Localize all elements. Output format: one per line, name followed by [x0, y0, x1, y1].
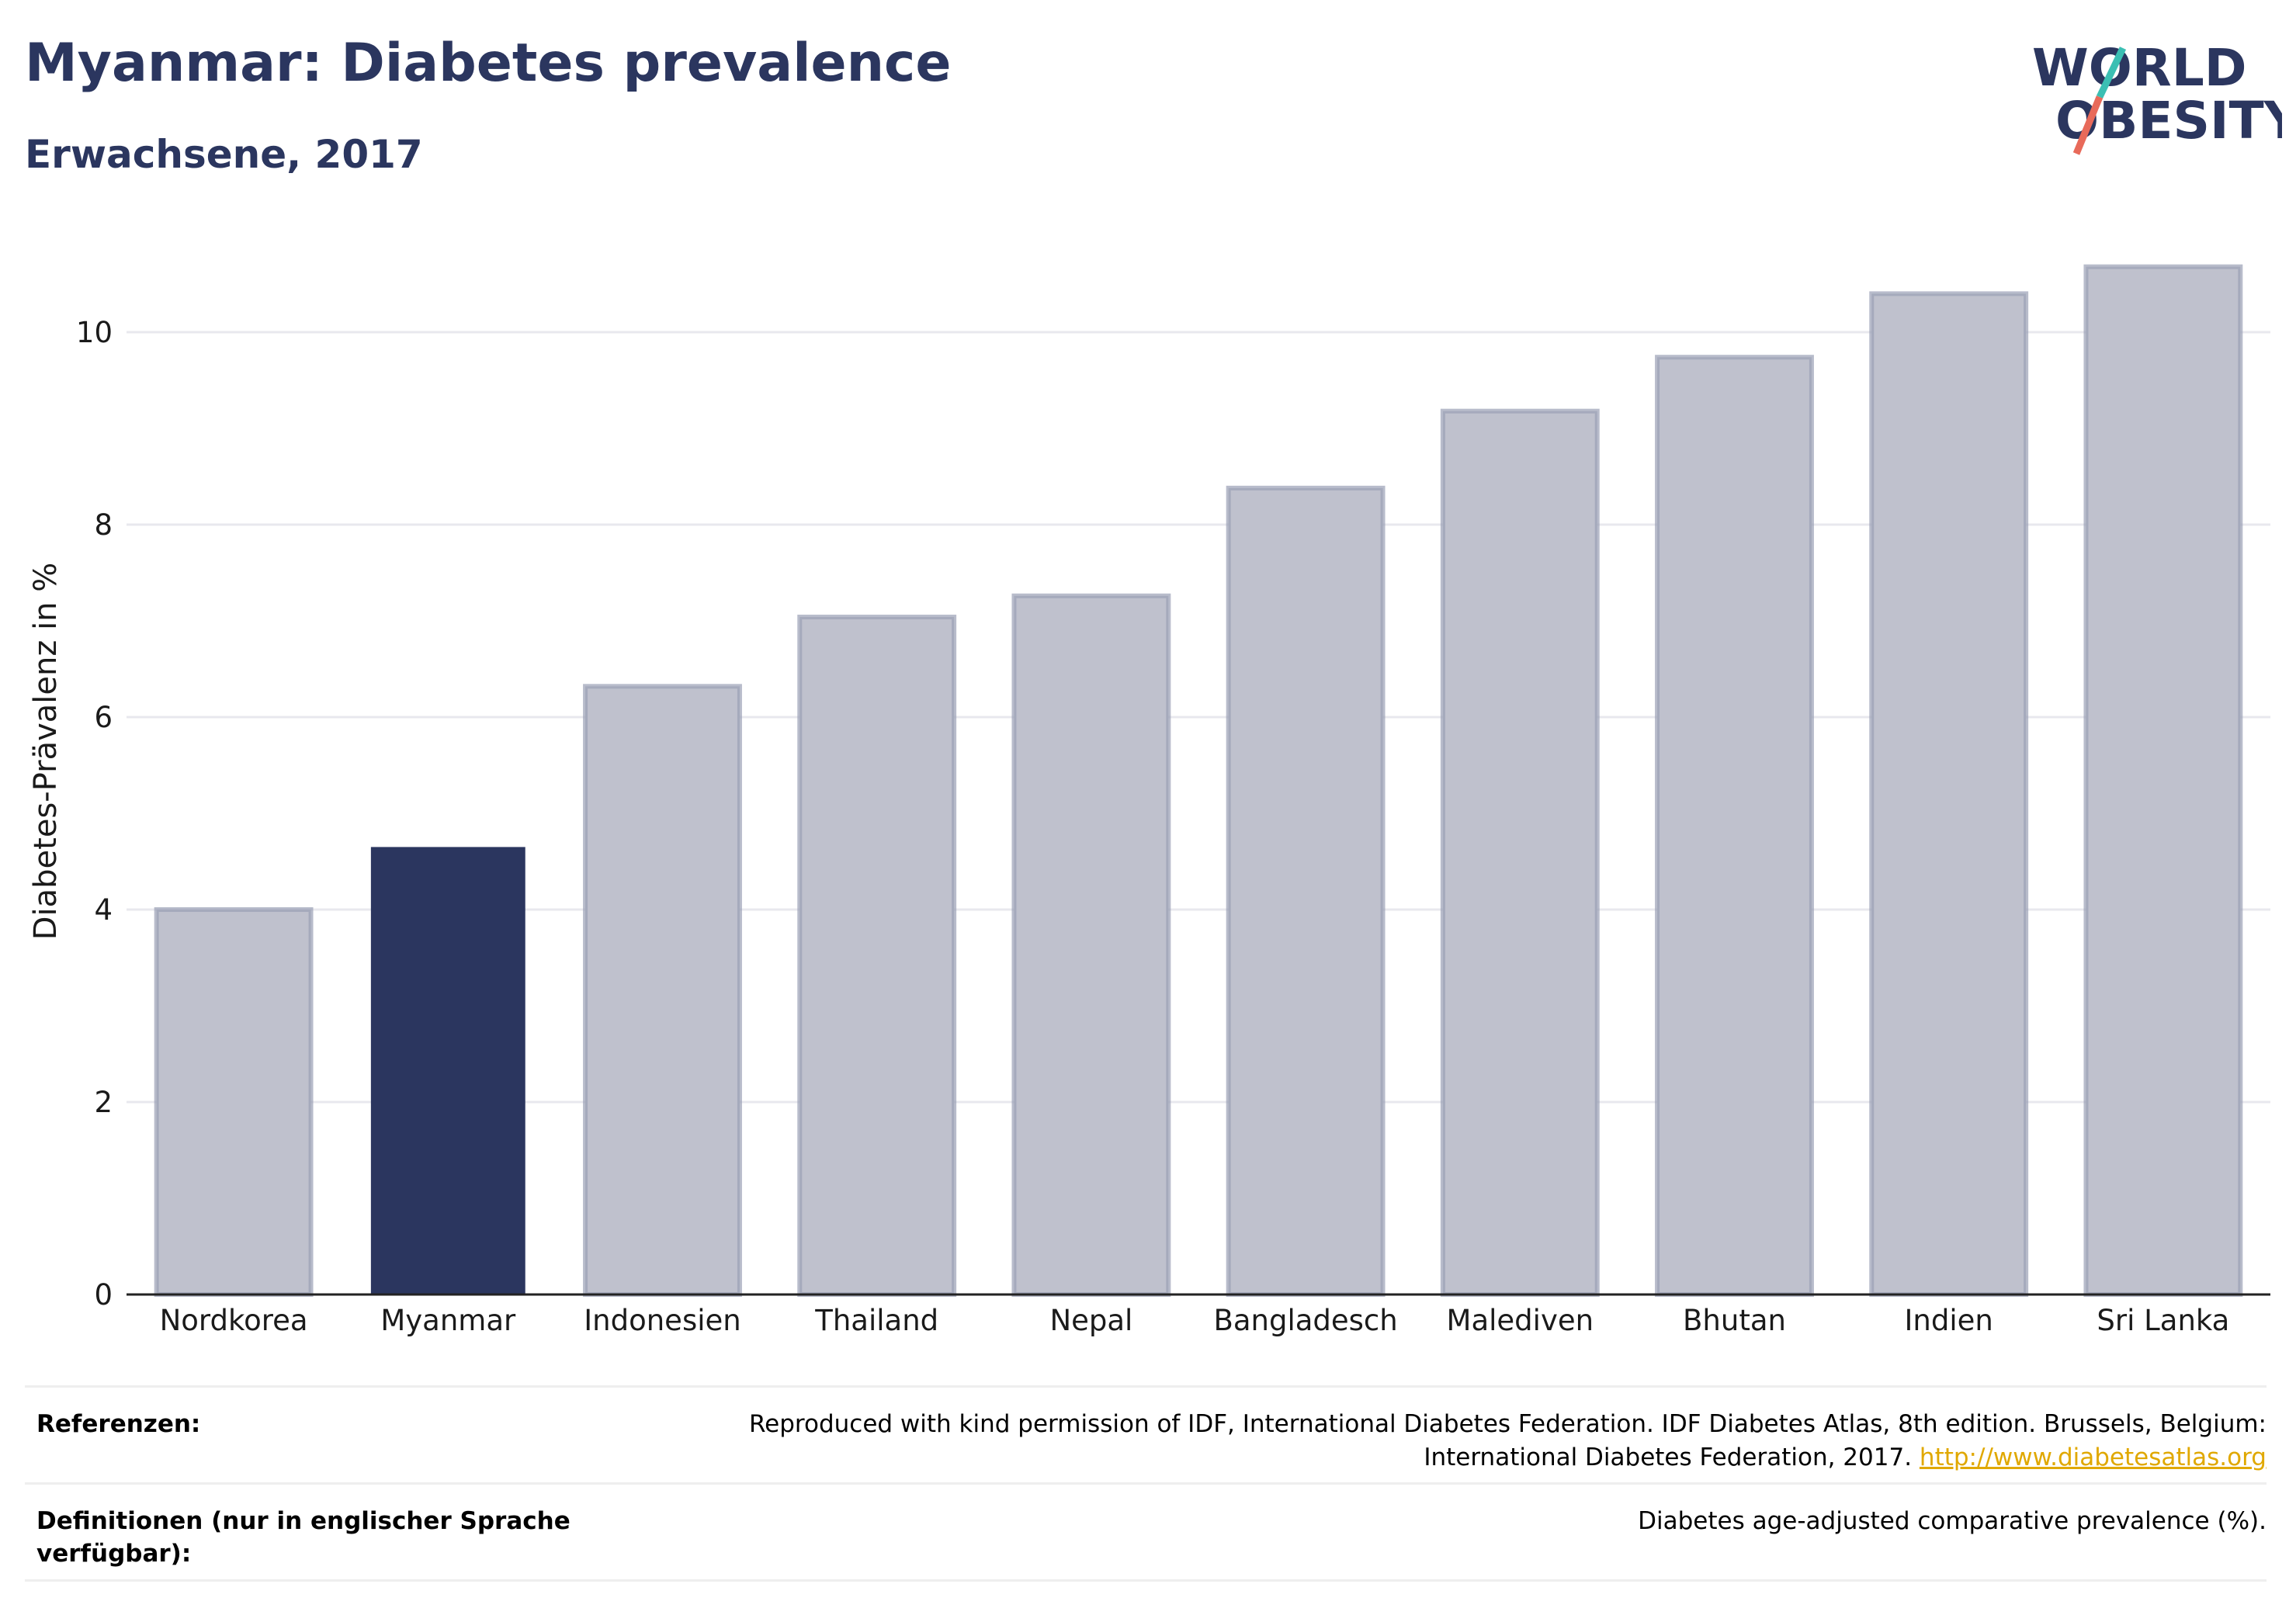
x-tick-label: Malediven	[1447, 1304, 1594, 1337]
y-tick-label: 2	[94, 1086, 113, 1119]
bar-nordkorea[interactable]	[154, 907, 314, 1297]
x-tick-label: Bhutan	[1683, 1304, 1786, 1337]
x-tick-label: Nepal	[1049, 1304, 1132, 1337]
references-text2: International Diabetes Federation, 2017.	[1424, 1444, 1913, 1471]
x-tick-label: Nordkorea	[160, 1304, 308, 1337]
chart-title: Myanmar: Diabetes prevalence	[25, 33, 952, 94]
bar-indien[interactable]	[1869, 291, 2029, 1297]
bar-chart: 0 2 4 6 8 10 Diabetes-Prävalenz in % Nordkorea M…	[28, 264, 2270, 1337]
references-label: Referenzen:	[36, 1410, 201, 1438]
x-tick-label: Myanmar	[380, 1304, 516, 1337]
definitions-label: Definitionen (nur in englischer Sprache …	[36, 1507, 571, 1568]
footer-row-definitions: Definitionen (nur in englischer Sprache …	[25, 1482, 2267, 1582]
x-tick-label: Bangladesch	[1213, 1304, 1397, 1337]
bar-sri-lanka[interactable]	[2083, 264, 2243, 1297]
logo-slash-coral	[2072, 95, 2104, 155]
y-tick-label: 0	[94, 1278, 113, 1312]
bar-indonesien[interactable]	[583, 684, 742, 1297]
logo-slash-teal	[2096, 47, 2127, 99]
references-value: Reproduced with kind permission of IDF, …	[714, 1408, 2267, 1475]
bar-bangladesch[interactable]	[1226, 485, 1386, 1297]
world-obesity-logo-icon: WORLD OBESITY	[2032, 38, 2296, 155]
y-tick-label: 6	[94, 701, 113, 734]
logo-line1: WORLD	[2032, 39, 2247, 98]
x-tick-label: Sri Lanka	[2097, 1304, 2229, 1337]
footer-row-references: Referenzen: Reproduced with kind permiss…	[25, 1385, 2267, 1485]
definitions-value: Diabetes age-adjusted comparative preval…	[1638, 1507, 2267, 1535]
x-tick-label: Indien	[1905, 1304, 1993, 1337]
y-tick-label: 4	[94, 893, 113, 927]
footer-table: Referenzen: Reproduced with kind permiss…	[25, 1385, 2267, 1603]
bar-myanmar[interactable]	[370, 847, 525, 1294]
chart-subtitle: Erwachsene, 2017	[25, 132, 423, 177]
y-tick-label: 8	[94, 508, 113, 542]
references-text: Reproduced with kind permission of IDF, …	[749, 1410, 2267, 1438]
world-obesity-logo: WORLD OBESITY	[2018, 38, 2296, 171]
bar-thailand[interactable]	[797, 615, 957, 1298]
references-line2: International Diabetes Federation, 2017.…	[714, 1441, 2267, 1475]
bar-malediven[interactable]	[1440, 408, 1600, 1297]
bar-nepal[interactable]	[1011, 593, 1171, 1297]
y-axis-label: Diabetes-Prävalenz in %	[28, 563, 64, 941]
x-tick-label: Indonesien	[584, 1304, 740, 1337]
references-link[interactable]: http://www.diabetesatlas.org	[1919, 1444, 2267, 1471]
y-tick-label: 10	[76, 316, 113, 349]
footer-bottom-border	[25, 1579, 2267, 1582]
x-tick-label: Thailand	[814, 1304, 938, 1337]
bar-bhutan[interactable]	[1655, 355, 1814, 1298]
